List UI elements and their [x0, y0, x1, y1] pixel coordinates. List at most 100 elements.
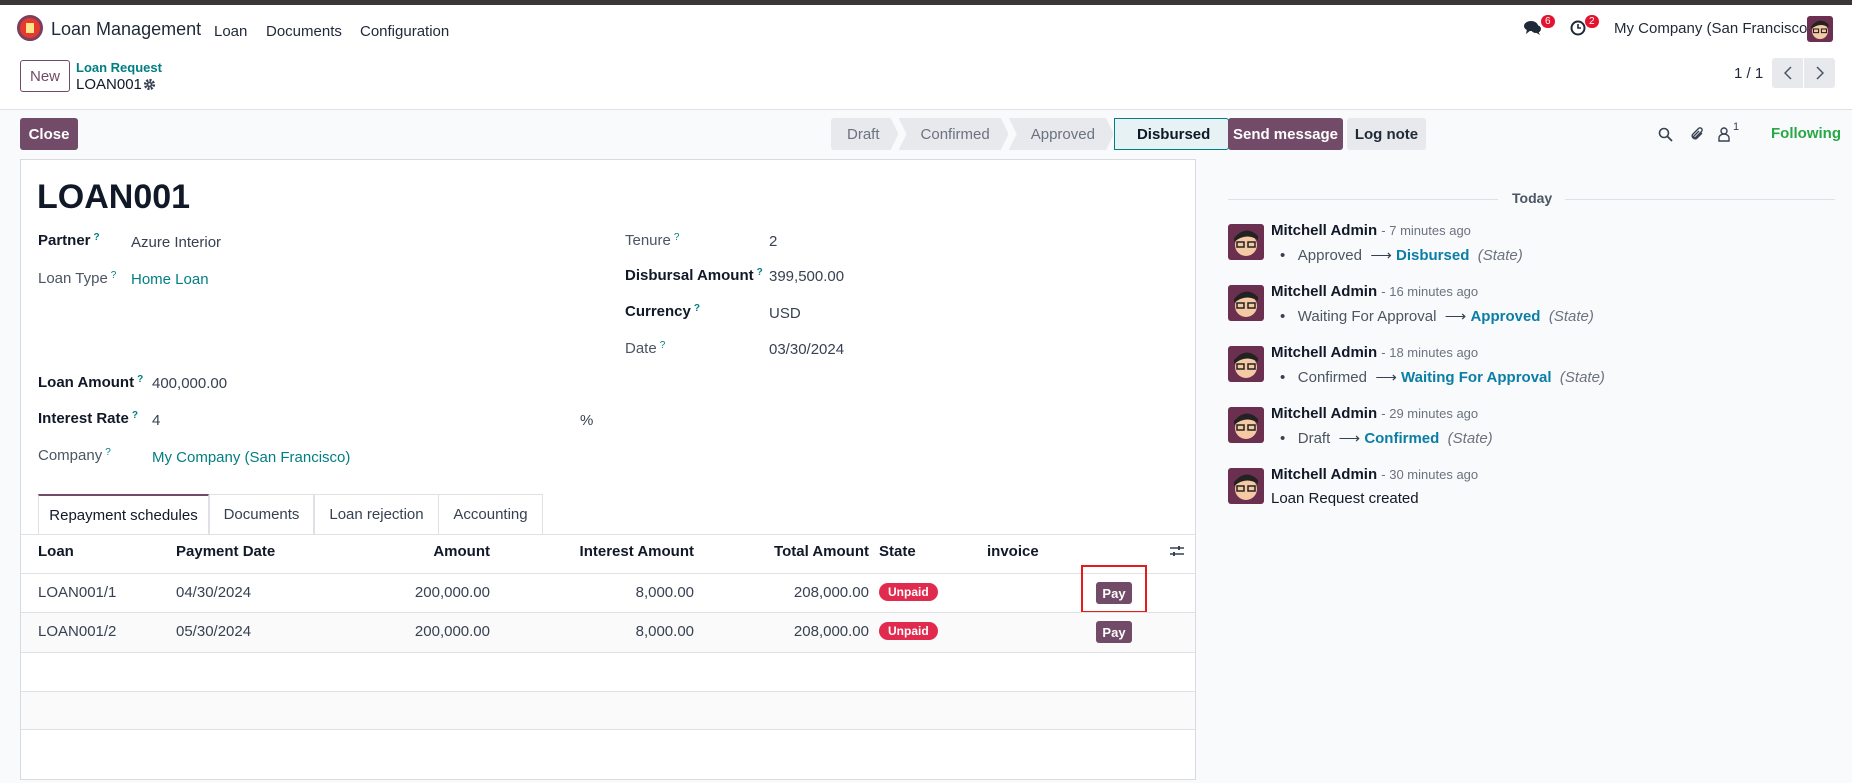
pager-value[interactable]: 1 / 1	[1734, 65, 1764, 82]
date-label: Date?	[625, 340, 665, 357]
author-name[interactable]: Mitchell Admin	[1271, 344, 1378, 361]
company-switcher[interactable]: My Company (San Francisco)	[1614, 20, 1813, 37]
col-amount[interactable]: Amount	[433, 543, 490, 560]
separator-line	[1228, 199, 1498, 200]
partner-label: Partner?	[38, 232, 100, 249]
interest-rate-value[interactable]: 4	[152, 412, 161, 429]
message-body: Loan Request created	[1271, 490, 1419, 507]
loan-type-value[interactable]: Home Loan	[131, 271, 209, 288]
stage-confirmed[interactable]: Confirmed	[899, 118, 1009, 150]
log-note-button[interactable]: Log note	[1347, 118, 1426, 150]
app-logo-icon[interactable]	[17, 15, 43, 41]
send-message-button[interactable]: Send message	[1228, 118, 1343, 150]
loan-amount-value[interactable]: 400,000.00	[152, 375, 228, 392]
arrow-right-icon: ⟶	[1338, 430, 1361, 447]
table-row[interactable]: LOAN001/2 05/30/2024 200,000.00 8,000.00…	[21, 613, 1195, 652]
tenure-value[interactable]: 2	[769, 233, 778, 250]
currency-label-text: Currency	[625, 303, 691, 320]
stage-draft[interactable]: Draft	[831, 118, 899, 150]
help-icon[interactable]: ?	[93, 232, 100, 243]
author-avatar[interactable]	[1228, 407, 1264, 443]
tracking-line: • Draft ⟶ Confirmed (State)	[1280, 430, 1493, 447]
help-icon[interactable]: ?	[110, 270, 117, 281]
author-name[interactable]: Mitchell Admin	[1271, 222, 1378, 239]
messages-icon[interactable]	[1524, 20, 1542, 36]
tab-loan-rejection[interactable]: Loan rejection	[314, 494, 439, 534]
followers-icon[interactable]	[1718, 127, 1730, 142]
col-loan[interactable]: Loan	[38, 543, 74, 560]
chatter-message: Mitchell Admin - 16 minutes ago • Waitin…	[1228, 283, 1828, 335]
message-time: - 30 minutes ago	[1381, 467, 1479, 482]
new-button[interactable]: New	[20, 60, 70, 92]
col-invoice[interactable]: invoice	[987, 543, 1039, 560]
disbursal-amount-value[interactable]: 399,500.00	[769, 268, 845, 285]
help-icon[interactable]: ?	[659, 340, 666, 351]
stage-disbursed[interactable]: Disbursed	[1113, 118, 1230, 150]
partner-value[interactable]: Azure Interior	[131, 234, 222, 251]
arrow-right-icon: ⟶	[1375, 369, 1397, 386]
record-name: LOAN001	[76, 76, 142, 93]
menu-documents[interactable]: Documents	[266, 23, 342, 40]
pay-button[interactable]: Pay	[1096, 621, 1132, 643]
menu-loan[interactable]: Loan	[214, 23, 248, 40]
row-divider	[21, 612, 1195, 613]
currency-value[interactable]: USD	[769, 305, 801, 322]
help-icon[interactable]: ?	[756, 267, 763, 278]
close-button[interactable]: Close	[20, 118, 78, 150]
tab-documents[interactable]: Documents	[209, 494, 314, 534]
field-name: (State)	[1559, 369, 1605, 386]
pager-previous-button[interactable]	[1772, 58, 1803, 88]
cell-amount: 200,000.00	[414, 623, 490, 640]
highlight-box	[1081, 565, 1147, 613]
stage-approved[interactable]: Approved	[1009, 118, 1114, 150]
menu-configuration[interactable]: Configuration	[360, 23, 450, 40]
col-interest-amount[interactable]: Interest Amount	[579, 543, 694, 560]
author-name[interactable]: Mitchell Admin	[1271, 466, 1378, 483]
author-name[interactable]: Mitchell Admin	[1271, 283, 1378, 300]
author-name[interactable]: Mitchell Admin	[1271, 405, 1378, 422]
help-icon[interactable]: ?	[105, 447, 111, 458]
pager-next-button[interactable]	[1804, 58, 1835, 88]
messages-badge: 6	[1541, 15, 1555, 28]
table-row[interactable]: LOAN001/1 04/30/2024 200,000.00 8,000.00…	[21, 574, 1195, 612]
help-icon[interactable]: ?	[137, 374, 144, 385]
col-total-amount[interactable]: Total Amount	[774, 543, 869, 560]
window-top-bar	[0, 0, 1852, 5]
help-icon[interactable]: ?	[693, 303, 700, 314]
disbursal-label-text: Disbursal Amount	[625, 267, 754, 284]
user-avatar[interactable]	[1807, 16, 1833, 42]
row-divider	[21, 729, 1195, 730]
chatter-message: Mitchell Admin - 29 minutes ago • Draft …	[1228, 405, 1828, 457]
chatter-message: Mitchell Admin - 18 minutes ago • Confir…	[1228, 344, 1828, 396]
author-avatar[interactable]	[1228, 224, 1264, 260]
activity-clock-icon[interactable]	[1570, 20, 1586, 36]
tab-accounting[interactable]: Accounting	[438, 494, 543, 534]
author-avatar[interactable]	[1228, 285, 1264, 321]
status-badge: Unpaid	[879, 583, 938, 601]
app-name[interactable]: Loan Management	[51, 19, 202, 39]
col-state[interactable]: State	[879, 543, 916, 560]
arrow-right-icon: ⟶	[1370, 247, 1392, 264]
tracking-line: • Waiting For Approval ⟶ Approved (State…	[1280, 308, 1594, 325]
optional-columns-icon[interactable]	[1170, 545, 1184, 557]
loan-amount-label-text: Loan Amount	[38, 374, 135, 391]
search-icon[interactable]	[1658, 127, 1673, 142]
date-value[interactable]: 03/30/2024	[769, 341, 845, 358]
pay-button[interactable]: Pay	[1096, 582, 1132, 604]
tab-repayment-schedules[interactable]: Repayment schedules	[38, 494, 209, 534]
gear-icon[interactable]	[143, 78, 156, 91]
cell-total: 208,000.00	[793, 623, 869, 640]
loan-type-label-text: Loan Type	[38, 270, 108, 287]
breadcrumb-loan-request[interactable]: Loan Request	[76, 60, 162, 75]
help-icon[interactable]: ?	[673, 232, 680, 243]
message-time: - 16 minutes ago	[1381, 284, 1479, 299]
cell-loan: LOAN001/1	[38, 584, 117, 601]
company-value[interactable]: My Company (San Francisco)	[152, 449, 351, 466]
help-icon[interactable]: ?	[131, 410, 138, 421]
paperclip-icon[interactable]	[1690, 126, 1705, 142]
following-button[interactable]: Following	[1771, 125, 1841, 142]
author-avatar[interactable]	[1228, 346, 1264, 382]
col-payment-date[interactable]: Payment Date	[176, 543, 276, 560]
interest-rate-unit: %	[580, 412, 594, 429]
author-avatar[interactable]	[1228, 468, 1264, 504]
